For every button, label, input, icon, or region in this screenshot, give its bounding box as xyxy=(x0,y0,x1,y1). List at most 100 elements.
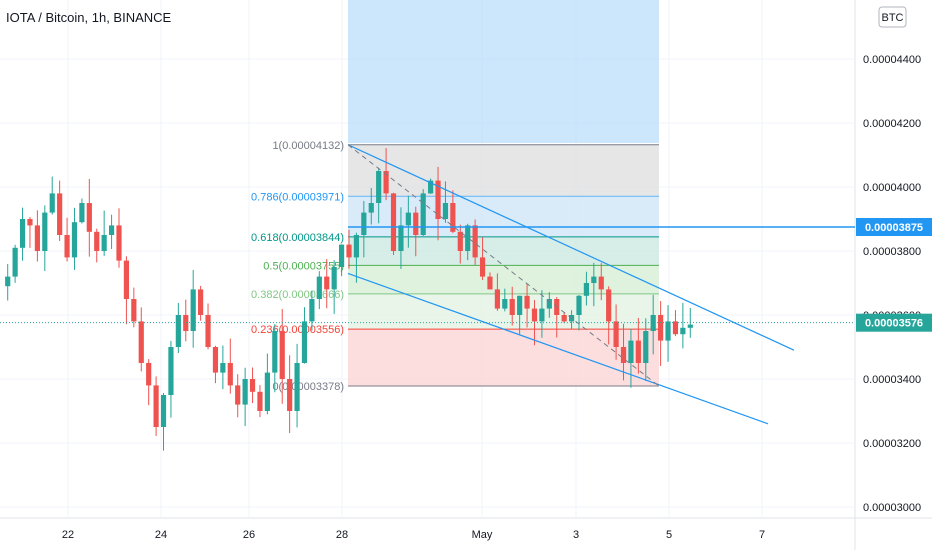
candle-body[interactable] xyxy=(86,203,92,232)
candle-body[interactable] xyxy=(479,257,486,277)
candle-body[interactable] xyxy=(353,235,360,258)
candle-body[interactable] xyxy=(198,289,204,315)
candle-body[interactable] xyxy=(561,315,567,322)
candle-body[interactable] xyxy=(116,225,122,261)
candle-body[interactable] xyxy=(49,193,55,213)
candle-body[interactable] xyxy=(628,340,634,363)
currency-badge[interactable]: BTC xyxy=(878,6,907,28)
candle-body[interactable] xyxy=(576,295,582,315)
candle-body[interactable] xyxy=(643,331,649,363)
candle-body[interactable] xyxy=(324,276,330,290)
candle-body[interactable] xyxy=(658,315,664,341)
candle-body[interactable] xyxy=(620,347,627,363)
candle-body[interactable] xyxy=(502,299,508,309)
candle-body[interactable] xyxy=(442,203,449,219)
candle-body[interactable] xyxy=(316,276,322,299)
candle-body[interactable] xyxy=(42,212,48,251)
candle-body[interactable] xyxy=(183,315,189,331)
candle-body[interactable] xyxy=(249,379,256,392)
candle-body[interactable] xyxy=(450,203,456,232)
candle-body[interactable] xyxy=(12,247,18,277)
candle-body[interactable] xyxy=(390,193,397,251)
candle-body[interactable] xyxy=(338,244,345,267)
candle-body[interactable] xyxy=(687,324,693,328)
candle-body[interactable] xyxy=(301,321,308,363)
candle-body[interactable] xyxy=(5,276,11,287)
candle-body[interactable] xyxy=(220,363,226,373)
candle-body[interactable] xyxy=(294,363,300,411)
candle-body[interactable] xyxy=(524,295,530,309)
price-axis[interactable]: 0.00004400 0.00004200 0.00004000 0.00003800… xyxy=(863,54,921,514)
channel-lower-line[interactable] xyxy=(347,272,769,425)
candle-body[interactable] xyxy=(123,260,130,299)
drawing-overlays[interactable] xyxy=(0,144,855,425)
time-axis[interactable]: 22 24 26 28 May 3 5 7 xyxy=(62,529,765,541)
candle-body[interactable] xyxy=(494,289,500,309)
candle-body[interactable] xyxy=(235,385,241,405)
candle-body[interactable] xyxy=(583,283,590,296)
candle-body[interactable] xyxy=(368,203,374,213)
candle-body[interactable] xyxy=(606,289,612,322)
candle-body[interactable] xyxy=(546,299,552,309)
candle-body[interactable] xyxy=(19,219,26,248)
candle-body[interactable] xyxy=(264,372,270,411)
candle-body[interactable] xyxy=(153,385,159,427)
candle-body[interactable] xyxy=(101,235,107,251)
candle-series[interactable] xyxy=(5,148,693,451)
candle-body[interactable] xyxy=(279,331,285,379)
candle-body[interactable] xyxy=(212,347,219,373)
candle-body[interactable] xyxy=(383,171,389,194)
fibonacci-retracement[interactable]: 1(0.00004132) 0.786(0.00003971) 0.618(0.00… xyxy=(251,140,659,393)
candle-body[interactable] xyxy=(160,395,167,427)
channel-upper-line[interactable] xyxy=(347,144,795,351)
candle-body[interactable] xyxy=(34,225,40,251)
candle-body[interactable] xyxy=(227,363,233,386)
candle-body[interactable] xyxy=(108,225,115,235)
candle-body[interactable] xyxy=(57,193,63,235)
candle-body[interactable] xyxy=(457,231,463,251)
candle-body[interactable] xyxy=(257,391,263,411)
candle-body[interactable] xyxy=(398,225,404,251)
candle-body[interactable] xyxy=(272,331,278,373)
candle-body[interactable] xyxy=(672,321,679,335)
candle-body[interactable] xyxy=(472,225,478,258)
candle-body[interactable] xyxy=(509,299,515,315)
candle-body[interactable] xyxy=(405,212,411,226)
fib-trend-dashed-line[interactable] xyxy=(347,144,660,387)
candle-body[interactable] xyxy=(428,180,434,194)
candle-body[interactable] xyxy=(613,321,619,347)
candle-body[interactable] xyxy=(665,321,671,341)
candle-body[interactable] xyxy=(591,276,597,283)
candle-body[interactable] xyxy=(361,212,367,235)
candle-body[interactable] xyxy=(64,235,70,258)
candle-body[interactable] xyxy=(190,289,196,331)
candle-body[interactable] xyxy=(168,347,174,395)
candle-body[interactable] xyxy=(242,379,248,405)
candle-body[interactable] xyxy=(635,340,641,363)
candle-body[interactable] xyxy=(598,276,604,290)
candle-body[interactable] xyxy=(680,327,686,335)
candle-body[interactable] xyxy=(465,225,471,251)
candle-body[interactable] xyxy=(531,308,538,322)
candle-body[interactable] xyxy=(27,219,33,226)
candle-body[interactable] xyxy=(71,222,78,258)
candle-body[interactable] xyxy=(487,276,493,290)
candle-body[interactable] xyxy=(146,363,152,386)
candle-body[interactable] xyxy=(539,308,545,322)
candle-body[interactable] xyxy=(94,231,100,251)
candle-body[interactable] xyxy=(346,244,352,258)
candle-body[interactable] xyxy=(517,295,523,315)
candle-body[interactable] xyxy=(205,315,211,347)
candle-body[interactable] xyxy=(331,267,337,290)
candle-body[interactable] xyxy=(309,299,315,322)
candle-body[interactable] xyxy=(650,315,656,331)
candle-body[interactable] xyxy=(175,315,181,347)
candle-body[interactable] xyxy=(138,321,144,363)
candle-body[interactable] xyxy=(376,171,382,203)
candle-body[interactable] xyxy=(79,203,85,223)
candle-body[interactable] xyxy=(435,180,441,219)
candle-body[interactable] xyxy=(413,212,419,235)
candle-body[interactable] xyxy=(287,379,293,411)
